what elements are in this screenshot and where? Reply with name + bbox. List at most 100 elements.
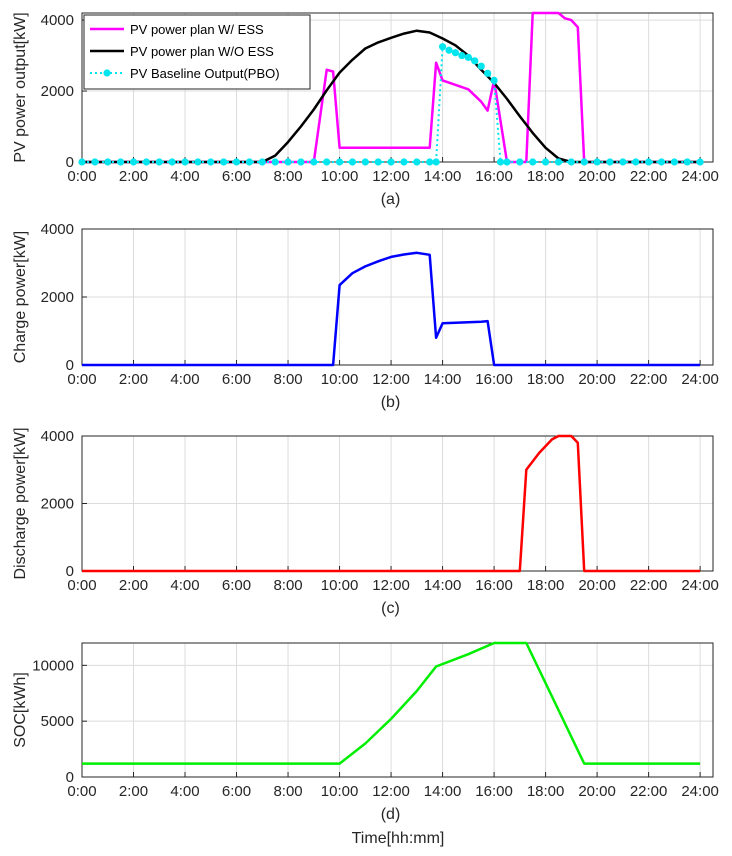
plot-border [81,642,714,778]
series-marker [297,158,305,166]
x-tick-label: 8:00 [273,783,302,800]
x-tick-label: 8:00 [273,168,302,185]
chart-panels: 0:00 2:00 4:00 6:00 8:00 10:00 12:00 14:00 16:00… [12,11,719,823]
series-marker [232,158,241,166]
y-axis-label: PV power output[kW] [12,12,29,162]
series-marker [438,43,447,51]
x-tick-label: 12:00 [372,371,410,388]
x-tick-label: 0:00 [67,783,96,800]
x-tick-label: 0:00 [67,371,96,388]
x-tick-label: 0:00 [67,577,96,594]
series-line-0 [82,434,701,573]
series-marker [606,158,614,166]
x-tick-label: 18:00 [527,371,565,388]
x-tick-label: 2:00 [119,577,148,594]
series-marker [458,51,466,60]
x-tick-label: 2:00 [119,783,148,800]
series-marker [104,158,112,166]
panel-subtitle: (b) [381,394,401,411]
x-tick-label: 14:00 [424,783,462,800]
y-tick-label: 0 [66,154,74,171]
y-tick-label: 4000 [41,12,74,29]
series-marker [657,158,666,166]
panel-subtitle: (c) [381,600,400,617]
y-tick-label: 0 [66,769,74,786]
panel-subtitle: (d) [381,806,401,823]
x-tick-label: 24:00 [681,371,719,388]
x-tick-label: 8:00 [273,577,302,594]
figure-x-axis-label: Time[hh:mm] [352,830,445,847]
legend-entry: PV Baseline Output(PBO) [130,66,280,81]
chart-panel-3: 0:00 2:00 4:00 6:00 8:00 10:00 12:00 14:00 16:00… [12,641,719,823]
series-marker [181,158,189,166]
series-marker [554,158,563,166]
x-tick-label: 24:00 [681,577,719,594]
series-marker [580,158,588,166]
series-marker [323,158,331,166]
series-marker [529,158,537,166]
x-tick-label: 6:00 [222,783,251,800]
x-tick-label: 18:00 [527,783,565,800]
series-marker [413,158,421,166]
series-marker [310,158,318,166]
series-marker [245,158,254,166]
series-marker [503,158,511,166]
series-marker [361,158,369,166]
x-tick-label: 16:00 [475,371,513,388]
y-tick-label: 2000 [41,83,74,100]
series-marker [142,158,150,166]
series-marker [387,158,395,166]
x-tick-label: 6:00 [222,371,251,388]
series-marker [194,158,202,166]
x-tick-label: 2:00 [119,168,148,185]
x-tick-label: 24:00 [681,168,719,185]
series-marker [129,158,138,166]
chart-panel-1: 0:00 2:00 4:00 6:00 8:00 10:00 12:00 14:00 16:00… [12,221,719,411]
x-tick-label: 12:00 [372,168,410,185]
series-marker [91,158,99,166]
legend-entry: PV power plan W/O ESS [130,44,274,59]
x-tick-label: 20:00 [578,783,616,800]
series-line-pv-power-plan-w-o-ess [82,29,701,164]
series-marker [207,158,215,166]
legend-entry: PV power plan W/ ESS [130,22,264,37]
x-tick-label: 10:00 [321,577,359,594]
x-tick-label: 22:00 [630,371,668,388]
series-marker [284,158,292,166]
series-marker [168,158,176,166]
series-marker [496,158,505,166]
series-marker [670,158,678,166]
series-marker [348,158,357,166]
series-marker [645,158,653,166]
series-line-0 [82,251,701,367]
series-marker [593,158,601,166]
x-tick-label: 12:00 [372,577,410,594]
series-line-0 [82,641,701,765]
y-axis-label: SOC[kWh] [12,672,29,748]
series-marker [484,69,492,77]
x-tick-label: 4:00 [170,168,199,185]
series-marker [426,158,434,166]
plot-border [81,228,714,366]
y-tick-label: 2000 [41,496,74,513]
x-tick-label: 16:00 [475,577,513,594]
x-tick-label: 2:00 [119,371,148,388]
series-marker [464,53,472,61]
x-tick-label: 18:00 [527,168,565,185]
x-tick-label: 22:00 [630,168,668,185]
x-tick-label: 10:00 [321,168,359,185]
series-marker [477,62,485,70]
x-tick-label: 14:00 [424,577,462,594]
chart-panel-2: 0:00 2:00 4:00 6:00 8:00 10:00 12:00 14:00 16:00… [12,427,719,617]
x-tick-label: 24:00 [681,783,719,800]
x-tick-label: 12:00 [372,783,410,800]
plot-area [81,642,714,778]
y-axis-label: Charge power[kW] [12,231,29,364]
series-marker [516,158,524,166]
x-tick-label: 20:00 [578,371,616,388]
series-marker [271,158,279,166]
series-marker [374,158,382,166]
y-tick-label: 2000 [41,289,74,306]
series-marker [78,158,86,166]
